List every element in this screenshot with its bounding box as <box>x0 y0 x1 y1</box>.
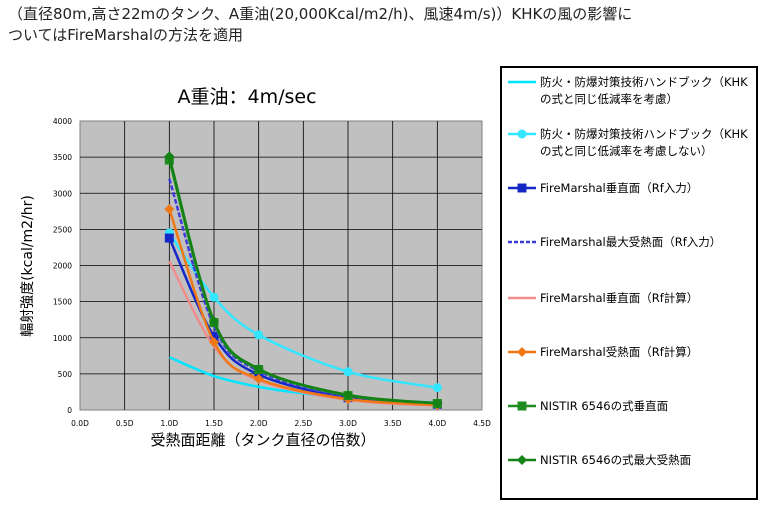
x-tick-label: 2.5D <box>294 419 312 428</box>
series-line <box>168 156 438 405</box>
x-tick-label: 4.5D <box>473 419 491 428</box>
data-point <box>254 330 264 340</box>
y-tick-label: 4000 <box>53 117 72 126</box>
legend-swatch <box>508 401 536 411</box>
x-axis-label: 受熱面距離（タンク直径の倍数） <box>150 431 375 449</box>
legend-swatch <box>508 129 536 139</box>
y-tick-label: 2000 <box>53 262 72 271</box>
legend-marker <box>517 129 527 139</box>
series-8 <box>164 151 443 409</box>
legend-label: FireMarshal受熱面（Rf計算） <box>540 345 699 359</box>
legend-marker <box>517 347 527 357</box>
y-axis-label: 輻射強度(kcal/m2/hr) <box>20 195 36 337</box>
data-point <box>209 331 219 341</box>
data-point <box>343 367 353 377</box>
heading-line-1: （直径80m,高さ22mのタンク、A重油(20,000Kcal/m2/h)、風速… <box>8 5 633 23</box>
legend-marker <box>517 183 527 193</box>
legend-marker <box>517 455 527 465</box>
heading-line-2: ついてはFireMarshalの方法を適用 <box>8 26 244 44</box>
y-tick-label: 1000 <box>53 334 72 343</box>
legend-swatch <box>508 80 536 84</box>
legend-label: 防火・防爆対策技術ハンドブック（KHKの式と同じ低減率を考慮） <box>540 75 748 106</box>
data-point <box>209 337 219 348</box>
y-tick-label: 2500 <box>53 225 72 234</box>
data-point <box>432 383 442 393</box>
data-point <box>164 233 174 243</box>
legend-label: FireMarshal最大受熱面（Rf入力） <box>540 235 722 249</box>
x-tick-label: 0.0D <box>71 419 89 428</box>
y-tick-label: 1500 <box>53 298 72 307</box>
legend-label: FireMarshal垂直面（Rf計算） <box>540 291 699 305</box>
data-point <box>432 398 443 409</box>
y-axis-ticks: 0 500 1000 1500 2000 2500 3000 3500 4000 <box>53 117 72 415</box>
data-point <box>209 292 219 302</box>
legend-label: NISTIR 6546の式最大受熱面 <box>540 453 692 467</box>
data-point <box>253 363 264 374</box>
x-tick-label: 0.5D <box>116 419 134 428</box>
x-tick-label: 3.5D <box>384 419 402 428</box>
y-tick-label: 3000 <box>53 189 72 198</box>
chart-legend: 防火・防爆対策技術ハンドブック（KHKの式と同じ低減率を考慮） 防火・防爆対策技術… <box>500 66 758 500</box>
x-axis-ticks: 0.0D 0.5D 1.0D 1.5D 2.0D 2.5D 3.0D 3.5D 4.0D 4.5D <box>71 419 491 428</box>
chart-heading: （直径80m,高さ22mのタンク、A重油(20,000Kcal/m2/h)、風速… <box>8 4 758 46</box>
data-point <box>343 389 353 400</box>
legend-label: FireMarshal垂直面（Rf入力） <box>540 181 699 195</box>
legend-marker <box>517 401 527 411</box>
data-point <box>164 151 175 162</box>
x-tick-label: 2.0D <box>250 419 268 428</box>
data-point <box>164 204 175 215</box>
x-tick-label: 4.0D <box>428 419 446 428</box>
legend-label: 防火・防爆対策技術ハンドブック（KHKの式と同じ低減率を考慮しない） <box>540 127 748 158</box>
legend-label: NISTIR 6546の式垂直面 <box>540 399 669 413</box>
chart-title: A重油：4m/sec <box>177 86 316 108</box>
legend-swatch <box>508 183 536 193</box>
legend-swatch <box>508 240 536 244</box>
line-chart: A重油：4m/sec 0 500 1000 1500 2000 2500 3000 3500 4… <box>20 86 491 449</box>
y-tick-label: 3500 <box>53 153 72 162</box>
x-tick-label: 1.5D <box>205 419 223 428</box>
data-point <box>209 316 219 327</box>
y-tick-label: 0 <box>67 406 72 415</box>
series-group <box>164 151 443 410</box>
y-tick-label: 500 <box>58 370 73 379</box>
legend-swatch <box>508 455 536 465</box>
x-tick-label: 3.0D <box>339 419 357 428</box>
x-tick-label: 1.0D <box>160 419 178 428</box>
legend-swatch <box>508 296 536 300</box>
legend-swatch <box>508 347 536 357</box>
grid-lines <box>80 121 482 410</box>
data-point <box>253 373 264 384</box>
